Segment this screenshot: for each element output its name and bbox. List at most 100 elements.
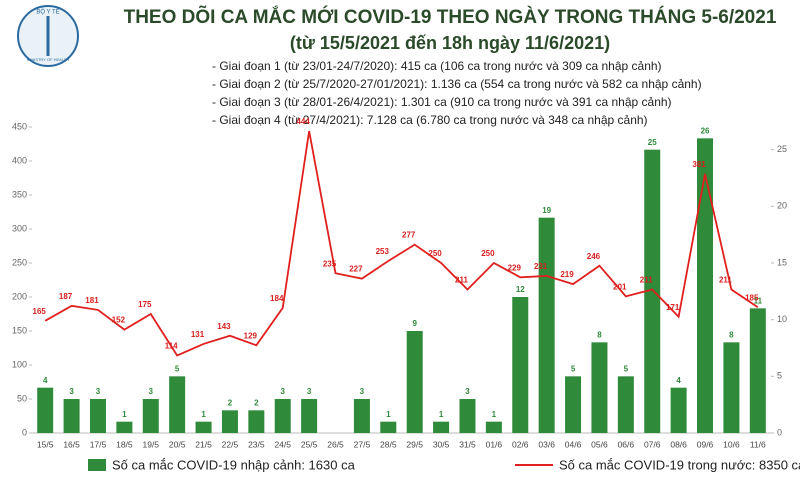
- line-label: 250: [481, 249, 495, 258]
- line-label: 201: [613, 282, 627, 291]
- bar: [644, 149, 661, 433]
- line-label: 181: [85, 296, 99, 305]
- line-label: 253: [376, 247, 390, 256]
- line-label: 131: [191, 330, 205, 339]
- x-tick-label: 24/5: [274, 439, 291, 449]
- line: [44, 130, 759, 357]
- y-tick-label: 150: [12, 325, 27, 335]
- line-label: 250: [428, 249, 442, 258]
- x-tick-label: 20/5: [169, 439, 186, 449]
- y2-tick-label: 15: [777, 257, 787, 267]
- legend-label: Số ca mắc COVID-19 nhập cảnh: 1630 ca: [112, 457, 356, 472]
- legend-label: Số ca mắc COVID-19 trong nước: 8350 ca: [559, 457, 800, 472]
- bar: [37, 387, 54, 433]
- bar: [697, 138, 714, 434]
- bar-label: 2: [228, 398, 233, 407]
- bar-label: 8: [597, 330, 602, 339]
- x-tick-label: 29/5: [406, 439, 423, 449]
- bar-label: 3: [149, 387, 154, 396]
- bar-label: 11: [754, 296, 763, 305]
- line-label: 444: [296, 117, 310, 126]
- bar: [749, 308, 766, 433]
- line-label: 184: [270, 294, 284, 303]
- x-tick-label: 17/5: [90, 439, 107, 449]
- x-tick-label: 03/6: [538, 439, 555, 449]
- y-tick-label: 300: [12, 223, 27, 233]
- bar: [353, 399, 370, 433]
- bar: [512, 297, 529, 433]
- y-tick-label: 0: [22, 427, 27, 437]
- y-tick-label: 100: [12, 359, 27, 369]
- x-tick-label: 01/6: [486, 439, 503, 449]
- logo-subtext: MINISTRY OF HEALTH: [27, 57, 69, 62]
- x-tick-label: 30/5: [433, 439, 450, 449]
- line-label: 235: [323, 259, 337, 268]
- annotation: - Giai đoạn 3 (từ 28/01-26/4/2021): 1.30…: [212, 95, 672, 109]
- x-tick-label: 28/5: [380, 439, 397, 449]
- bar-label: 25: [648, 138, 657, 147]
- bar-label: 1: [439, 410, 444, 419]
- bar: [116, 421, 133, 433]
- line-label: 211: [640, 276, 653, 285]
- y-tick-label: 400: [12, 155, 27, 165]
- bar-label: 3: [360, 387, 365, 396]
- bar: [591, 342, 608, 433]
- x-tick-label: 27/5: [354, 439, 371, 449]
- x-tick-label: 23/5: [248, 439, 265, 449]
- y2-tick-label: 0: [777, 427, 782, 437]
- bar: [142, 399, 159, 433]
- y2-tick-label: 10: [777, 314, 787, 324]
- line-label: 231: [534, 262, 548, 271]
- bar: [89, 399, 106, 433]
- bar: [380, 421, 397, 433]
- x-tick-label: 22/5: [222, 439, 239, 449]
- line-label: 171: [666, 303, 680, 312]
- y2-tick-label: 20: [777, 201, 787, 211]
- bar: [169, 376, 186, 433]
- x-tick-label: 10/6: [723, 439, 740, 449]
- bar: [301, 399, 318, 433]
- y-tick-label: 250: [12, 257, 27, 267]
- line-label: 129: [244, 331, 258, 340]
- y-tick-label: 50: [17, 393, 27, 403]
- bar: [670, 387, 687, 433]
- chart-title: THEO DÕI CA MẮC MỚI COVID-19 THEO NGÀY T…: [124, 6, 777, 28]
- x-tick-label: 16/5: [63, 439, 80, 449]
- y2-tick-label: 5: [777, 371, 782, 381]
- annotation: - Giai đoạn 1 (từ 23/01-24/7/2020): 415 …: [212, 59, 662, 73]
- chart-subtitle: (từ 15/5/2021 đến 18h ngày 11/6/2021): [290, 33, 610, 53]
- bar: [538, 217, 555, 433]
- bar: [195, 421, 212, 433]
- x-tick-label: 26/5: [327, 439, 344, 449]
- line-label: 165: [33, 307, 47, 316]
- bar-label: 8: [729, 330, 734, 339]
- legend-swatch: [88, 459, 106, 471]
- bar-label: 4: [43, 376, 48, 385]
- x-tick-label: 15/5: [37, 439, 54, 449]
- bar-label: 5: [175, 364, 180, 373]
- line-label: 114: [165, 342, 178, 351]
- bar-label: 12: [516, 285, 525, 294]
- bar-label: 1: [492, 410, 497, 419]
- x-tick-label: 05/6: [591, 439, 608, 449]
- x-tick-label: 02/6: [512, 439, 529, 449]
- x-tick-label: 18/5: [116, 439, 133, 449]
- bar-label: 3: [307, 387, 312, 396]
- bar: [459, 399, 476, 433]
- y-tick-label: 350: [12, 189, 27, 199]
- bar: [565, 376, 582, 433]
- bar-label: 2: [254, 398, 259, 407]
- bar-label: 3: [69, 387, 74, 396]
- x-tick-label: 07/6: [644, 439, 661, 449]
- bar-label: 5: [571, 364, 576, 373]
- bar: [248, 410, 265, 433]
- bar-label: 3: [465, 387, 470, 396]
- line-label: 381: [692, 160, 706, 169]
- x-tick-label: 06/6: [618, 439, 635, 449]
- annotation: - Giai đoạn 2 (từ 25/7/2020-27/01/2021):…: [212, 77, 702, 91]
- bar: [617, 376, 634, 433]
- bar-label: 26: [701, 126, 710, 135]
- x-tick-label: 11/6: [750, 439, 766, 449]
- x-tick-label: 19/5: [142, 439, 159, 449]
